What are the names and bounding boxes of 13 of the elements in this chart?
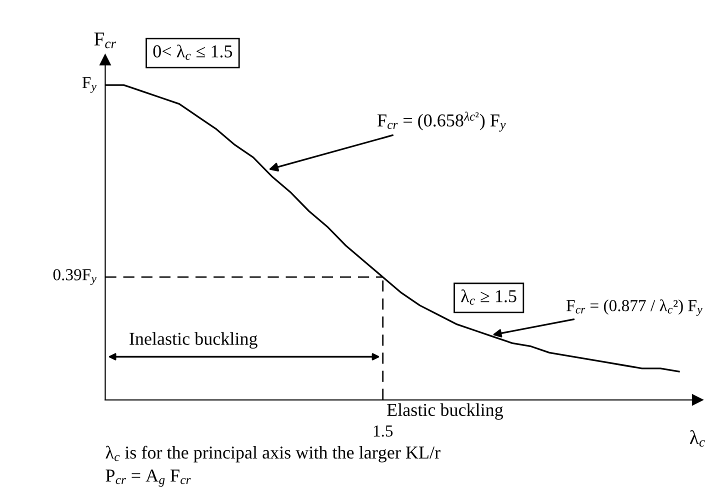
- x-axis-title: λ$_{c}$: [690, 430, 705, 447]
- text: F$_{y}$: [82, 77, 96, 93]
- text: Elastic buckling: [387, 403, 504, 420]
- text: λ$_{c}$ is for the principal axis with the larger KL/r: [106, 446, 440, 462]
- y-axis-title: F$_{cr}$: [94, 32, 116, 48]
- annotation: Inelastic buckling: [130, 332, 258, 349]
- annotation: F$_{cr}$ = (0.658$^{λc²}$) F$_{y}$: [378, 112, 506, 132]
- text: 1.5: [374, 425, 393, 437]
- text: P$_{cr}$ = A$_{g}$ F$_{cr}$: [106, 470, 191, 487]
- text: 0.39F$_{y}$: [53, 269, 96, 285]
- text: 0< λ$_{c}$ ≤ 1.5: [153, 44, 232, 60]
- annotation: λ$_{c}$ ≥ 1.5: [461, 289, 516, 305]
- annotation: F$_{cr}$ = (0.877 / λ$_{c}$²) F$_{y}$: [566, 299, 702, 316]
